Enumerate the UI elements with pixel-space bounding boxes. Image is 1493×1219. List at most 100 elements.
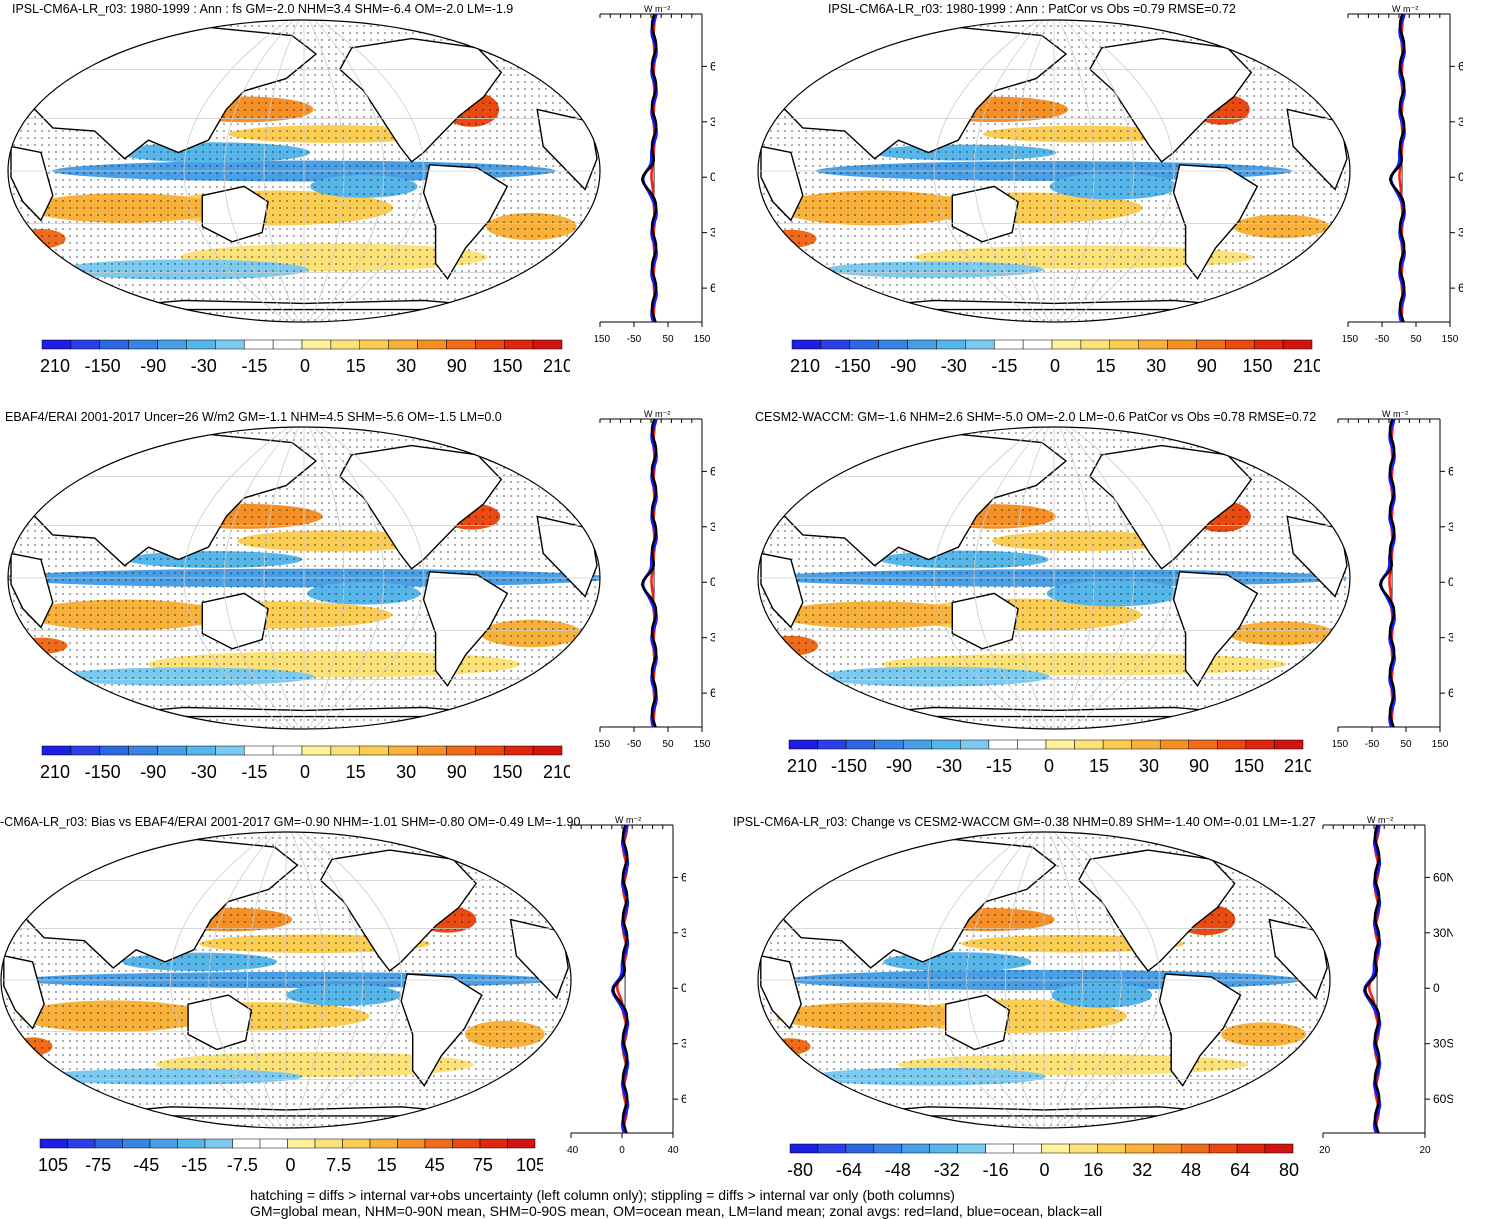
zonal-unit: W m⁻² (615, 815, 641, 825)
lat-label: 30S (710, 631, 715, 645)
colorbar: -105 -75 -45 -15 -7.5 0 7.5 15 45 75 105 (38, 1138, 543, 1175)
map-plot (757, 426, 1351, 730)
lat-label: 60N (1448, 464, 1453, 478)
zonal-mean-plot: W m⁻² 60N 30N 0 30S 60S -150 -50 50 150 (1333, 409, 1453, 750)
colorbar-label: -150 (85, 356, 121, 376)
colorbar-swatch (817, 739, 847, 750)
colorbar-swatch (177, 1138, 206, 1149)
panel-title: CESM2-WACCM: GM=-1.6 NHM=2.6 SHM=-5.0 OM… (755, 410, 1317, 424)
colorbar-swatch (1196, 339, 1226, 350)
colorbar-label: 32 (1132, 1160, 1152, 1180)
colorbar-label: -45 (133, 1155, 159, 1175)
zonal-tick-label: -150 (595, 334, 610, 345)
lat-label: 30N (1458, 115, 1463, 129)
panel-title: IPSL-CM6A-LR_r03: 1980-1999 : Ann : fs G… (12, 2, 514, 16)
colorbar-swatch (215, 339, 245, 350)
colorbar-label: 45 (425, 1155, 445, 1175)
map-plot (7, 426, 601, 730)
lat-label: 0 (1433, 981, 1440, 995)
colorbar-swatch (215, 745, 245, 756)
colorbar-swatch (532, 339, 563, 350)
colorbar-label: 90 (447, 356, 467, 376)
zonal-tick-label: 150 (1432, 739, 1449, 750)
footer-line-2: GM=global mean, NHM=0-90N mean, SHM=0-90… (250, 1203, 1103, 1219)
colorbar-swatch (907, 339, 937, 350)
colorbar-label: -7.5 (227, 1155, 258, 1175)
colorbar-swatch (957, 1143, 986, 1154)
colorbar-swatch (359, 339, 389, 350)
colorbar-swatch (232, 1138, 261, 1149)
colorbar-label: 48 (1181, 1160, 1201, 1180)
colorbar-label: 210 (543, 356, 570, 376)
colorbar-swatch (243, 339, 274, 350)
colorbar-swatch (67, 1138, 96, 1149)
zonal-tick-label: -50 (1375, 334, 1390, 345)
colorbar-label: 15 (346, 356, 366, 376)
colorbar-label: -15 (986, 756, 1012, 776)
coastline (760, 954, 802, 1030)
colorbar-swatch (1153, 1143, 1182, 1154)
zonal-unit: W m⁻² (644, 4, 670, 14)
lat-label: 30N (1448, 520, 1453, 534)
coastline (187, 994, 253, 1051)
colorbar-swatch (1236, 1143, 1266, 1154)
colorbar-swatch (272, 339, 303, 350)
colorbar-label: -90 (890, 356, 916, 376)
zonal-unit: W m⁻² (644, 409, 670, 419)
colorbar-label: 15 (1089, 756, 1109, 776)
colorbar-label: -210 (790, 356, 820, 376)
colorbar-swatch (789, 1143, 819, 1154)
colorbar-swatch (902, 739, 933, 750)
colorbar-label: 210 (543, 762, 570, 782)
zonal-tick-label: 50 (662, 739, 674, 750)
colorbar-swatch (128, 339, 158, 350)
colorbar-swatch (1167, 339, 1197, 350)
coastline (951, 185, 1019, 243)
colorbar-label: -64 (836, 1160, 862, 1180)
zonal-mean-plot: W m⁻² 60N 30N 0 30S 60S -150 -50 50 150 (595, 409, 715, 750)
zonal-tick-label: -50 (627, 739, 642, 750)
colorbar-swatch (849, 339, 879, 350)
colorbar-label: 30 (1139, 756, 1159, 776)
zonal-tick-label: 0 (619, 1145, 625, 1155)
zonal-tick-label: -50 (627, 334, 642, 345)
colorbar-label: 90 (1197, 356, 1217, 376)
colorbar-swatch (1208, 1143, 1238, 1154)
colorbar-swatch (1217, 739, 1247, 750)
colorbar-swatch (204, 1138, 233, 1149)
colorbar-swatch (993, 339, 1024, 350)
colorbar-swatch (1074, 739, 1104, 750)
coastline (951, 592, 1019, 650)
colorbar-label: 90 (447, 762, 467, 782)
lat-label: 60S (681, 1092, 686, 1106)
zonal-unit: W m⁻² (1382, 409, 1408, 419)
colorbar-label: 30 (396, 356, 416, 376)
zonal-tick-label: -20 (1318, 1145, 1331, 1156)
colorbar-swatch (532, 745, 563, 756)
colorbar-swatch (70, 339, 101, 350)
zonal-tick-label: -40 (566, 1145, 579, 1155)
colorbar-label: -30 (936, 756, 962, 776)
map-plot (7, 19, 601, 323)
colorbar-swatch (272, 745, 303, 756)
colorbar-label: 75 (473, 1155, 493, 1175)
colorbar-swatch (1282, 339, 1313, 350)
colorbar-label: 15 (377, 1155, 397, 1175)
coastline (10, 145, 54, 222)
zonal-tick-label: -50 (1365, 739, 1380, 750)
colorbar-swatch (503, 339, 534, 350)
colorbar-swatch (901, 1143, 930, 1154)
colorbar-label: -30 (191, 762, 217, 782)
colorbar-swatch (342, 1138, 371, 1149)
coastline (945, 994, 1011, 1051)
colorbar-swatch (1013, 1143, 1042, 1154)
colorbar-label: -90 (140, 762, 166, 782)
colorbar-swatch (791, 339, 822, 350)
colorbar-swatch (330, 745, 361, 756)
colorbar-label: 0 (285, 1155, 295, 1175)
colorbar-swatch (788, 739, 818, 750)
panel-title: IPSL-CM6A-LR_r03: 1980-1999 : Ann : PatC… (828, 2, 1236, 16)
coastline (760, 552, 804, 629)
colorbar-swatch (41, 745, 72, 756)
